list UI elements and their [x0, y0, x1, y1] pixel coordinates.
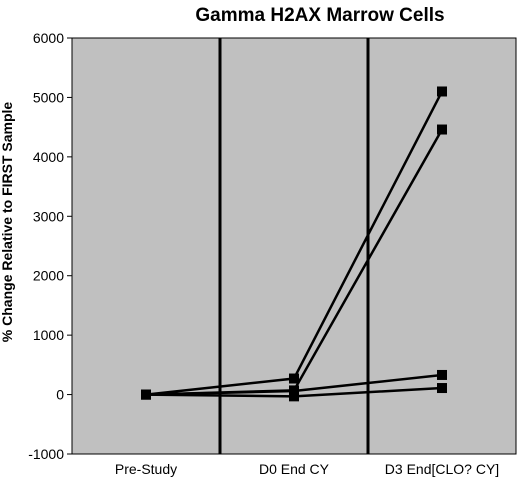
y-tick-label: 4000: [33, 149, 64, 165]
y-tick-label: 5000: [33, 89, 64, 105]
series-2-point: [437, 124, 447, 135]
category-dividers: [218, 38, 370, 454]
y-tick-label: 2000: [33, 268, 64, 284]
series-4-point: [437, 383, 447, 394]
x-category-label: D3 End[CLO? CY]: [385, 461, 499, 477]
series-3-point: [289, 386, 299, 397]
y-tick-label: -1000: [28, 446, 64, 462]
series-1-point: [437, 86, 447, 97]
series-4-point: [289, 391, 299, 402]
x-category-label: Pre-Study: [115, 461, 177, 477]
y-tick-label: 3000: [33, 208, 64, 224]
series-1-point: [289, 373, 299, 384]
series-4-point: [141, 389, 151, 400]
y-axis: -1000 0 1000 2000 3000 4000 5000 6000: [28, 30, 72, 462]
x-axis: Pre-Study D0 End CY D3 End[CLO? CY]: [115, 461, 499, 477]
x-category-label: D0 End CY: [259, 461, 330, 477]
y-axis-label: % Change Relative to FIRST Sample: [0, 102, 15, 343]
series-3-point: [437, 369, 447, 380]
series-group: [141, 86, 447, 402]
y-tick-label: 1000: [33, 327, 64, 343]
y-tick-label: 0: [56, 387, 64, 403]
y-tick-label: 6000: [33, 30, 64, 46]
chart-title: Gamma H2AX Marrow Cells: [195, 5, 444, 26]
